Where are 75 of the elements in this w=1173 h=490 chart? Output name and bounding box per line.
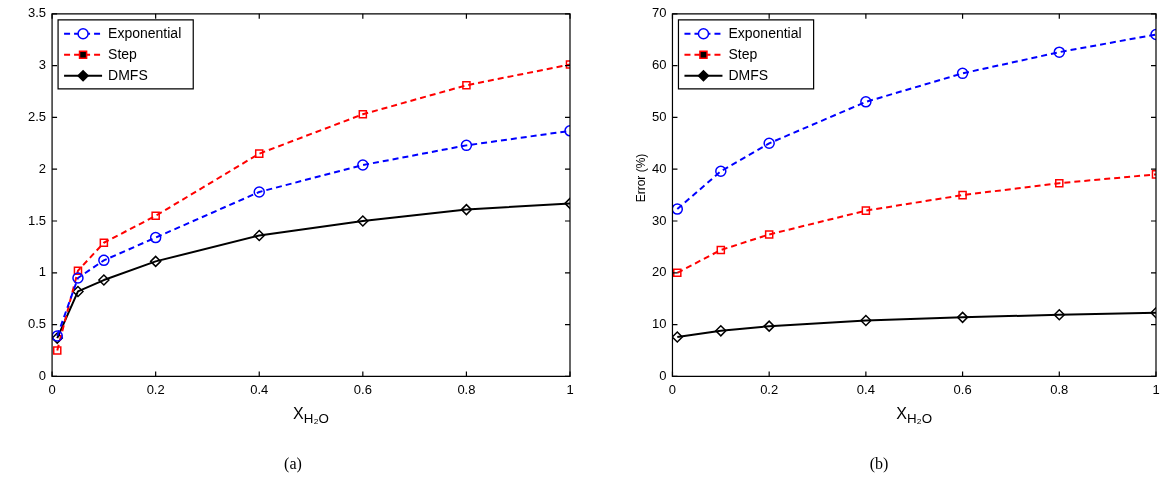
y-tick-label: 70: [651, 5, 667, 21]
y-tick-label: 3.5: [27, 5, 47, 21]
point: [149, 255, 162, 268]
x-tick-label: 0: [668, 381, 677, 397]
point: [460, 203, 473, 216]
y-tick-label: 10: [651, 316, 667, 332]
point: [672, 331, 684, 343]
point: [763, 320, 775, 332]
point: [99, 238, 109, 248]
x-tick-label: 1: [1152, 381, 1160, 397]
point: [956, 67, 969, 80]
x-tick-label: 0.8: [457, 381, 476, 397]
point: [462, 81, 471, 90]
point: [52, 346, 62, 355]
point: [253, 186, 265, 198]
point: [460, 139, 473, 152]
point: [956, 311, 969, 324]
x-axis-title: X$_{H₂O}$: [895, 405, 934, 427]
y-tick-label: 20: [651, 264, 667, 280]
point: [860, 96, 872, 108]
point: [151, 211, 160, 221]
point: [715, 325, 727, 337]
point: [672, 203, 684, 215]
point: [358, 110, 368, 119]
point: [1053, 46, 1066, 58]
x-tick-label: 0.6: [953, 381, 972, 397]
point: [98, 274, 110, 286]
point: [73, 266, 83, 276]
point: [98, 254, 110, 267]
y-tick-label: 50: [651, 108, 667, 124]
y-tick-label: 0.5: [27, 316, 47, 332]
legend-label: Step: [108, 45, 138, 62]
point: [72, 272, 84, 284]
point: [357, 215, 369, 227]
x-tick-label: 0.2: [146, 381, 165, 397]
x-axis-title: X$_{H₂O}$: [292, 405, 330, 427]
y-tick-label: 40: [651, 160, 667, 176]
x-tick-label: 0.6: [353, 381, 372, 397]
point: [958, 190, 967, 200]
y-axis-title: Error (%): [634, 153, 649, 203]
point: [716, 245, 726, 255]
y-tick-label: 1: [38, 264, 47, 280]
point: [860, 314, 872, 327]
legend-label: Exponential: [108, 24, 182, 41]
point: [357, 159, 369, 171]
legend-label: Exponential: [728, 24, 802, 41]
point: [715, 165, 727, 178]
y-tick-label: 0: [38, 367, 47, 383]
point: [861, 206, 871, 215]
y-tick-label: 1.5: [27, 212, 47, 228]
point: [72, 285, 84, 298]
y-tick-label: 2.5: [27, 108, 47, 124]
y-tick-label: 60: [651, 57, 667, 73]
point: [764, 230, 774, 239]
legend-label: DMFS: [108, 66, 148, 83]
legend-label: DMFS: [728, 66, 769, 83]
x-tick-label: 1: [566, 381, 574, 397]
legend-label: Step: [728, 45, 758, 62]
x-tick-label: 0.2: [760, 381, 779, 397]
x-tick-label: 0.8: [1050, 381, 1069, 397]
y-tick-label: 0: [659, 367, 667, 383]
y-tick-label: 30: [651, 212, 667, 228]
point: [763, 137, 775, 150]
text: (b): [868, 455, 890, 473]
y-tick-label: 2: [38, 160, 47, 176]
point: [149, 231, 162, 244]
y-tick-label: 3: [38, 57, 47, 73]
point: [254, 149, 264, 158]
x-tick-label: 0.4: [250, 381, 269, 397]
x-tick-label: 0.4: [856, 381, 875, 397]
point: [673, 268, 682, 278]
text: (a): [283, 455, 303, 473]
point: [253, 229, 265, 242]
point: [1055, 178, 1064, 188]
point: [1053, 309, 1066, 321]
